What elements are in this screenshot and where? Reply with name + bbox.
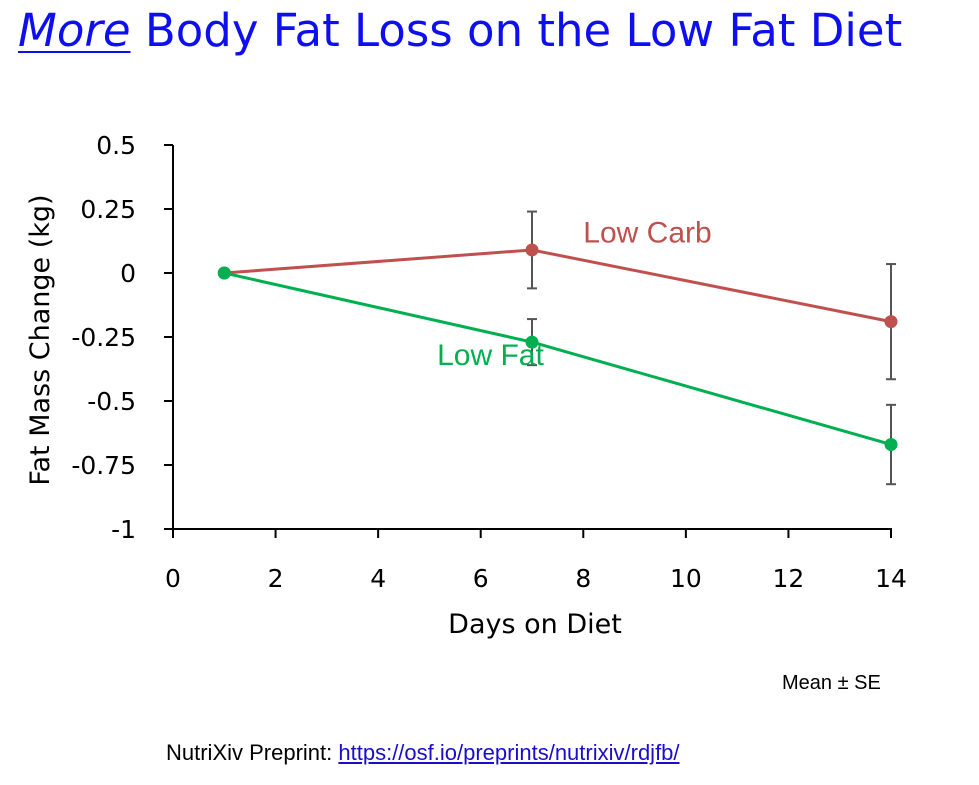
series-low-fat [217, 266, 898, 486]
chart-axes: 0.5 0.25 0 -0.25 -0.5 -0.75 -1 0 2 4 6 8 10 12 14 [71, 131, 907, 593]
data-point [884, 438, 898, 452]
data-point [525, 243, 539, 257]
data-point [217, 266, 231, 280]
chart-series: Low Carb Low Fat [217, 210, 898, 486]
source-label: NutriXiv Preprint: [166, 740, 339, 765]
y-tick-label: -0.25 [71, 323, 136, 352]
series-line [223, 271, 892, 446]
y-tick-label: -0.75 [71, 451, 136, 480]
mean-se-note: Mean ± SE [782, 672, 881, 694]
x-tick-label: 10 [670, 564, 702, 593]
source-link[interactable]: https://osf.io/preprints/nutrixiv/rdjfb/ [338, 740, 680, 765]
y-tick-label: -0.5 [87, 387, 136, 416]
series-line [224, 248, 892, 324]
series-label: Low Carb [583, 216, 711, 249]
page-title: More Body Fat Loss on the Low Fat Diet [18, 2, 902, 60]
title-rest: Body Fat Loss on the Low Fat Diet [130, 4, 903, 57]
x-tick-label: 2 [268, 564, 284, 593]
source-citation: NutriXiv Preprint: https://osf.io/prepri… [166, 740, 680, 766]
x-tick-label: 4 [370, 564, 386, 593]
x-tick-label: 14 [875, 564, 907, 593]
y-tick-label: 0.25 [80, 195, 136, 224]
data-point [525, 335, 539, 349]
title-emphasis: More [18, 4, 131, 57]
data-point [884, 315, 898, 329]
x-axis-title: Days on Diet [448, 609, 622, 640]
x-tick-label: 8 [575, 564, 591, 593]
y-tick-label: -1 [111, 515, 136, 544]
x-tick-label: 0 [165, 564, 181, 593]
series-label: Low Fat [437, 339, 544, 372]
y-axis-title: Fat Mass Change (kg) [25, 194, 56, 485]
y-tick-label: 0.5 [96, 131, 136, 160]
x-tick-label: 6 [473, 564, 489, 593]
y-tick-label: 0 [120, 259, 136, 288]
x-tick-label: 12 [773, 564, 805, 593]
